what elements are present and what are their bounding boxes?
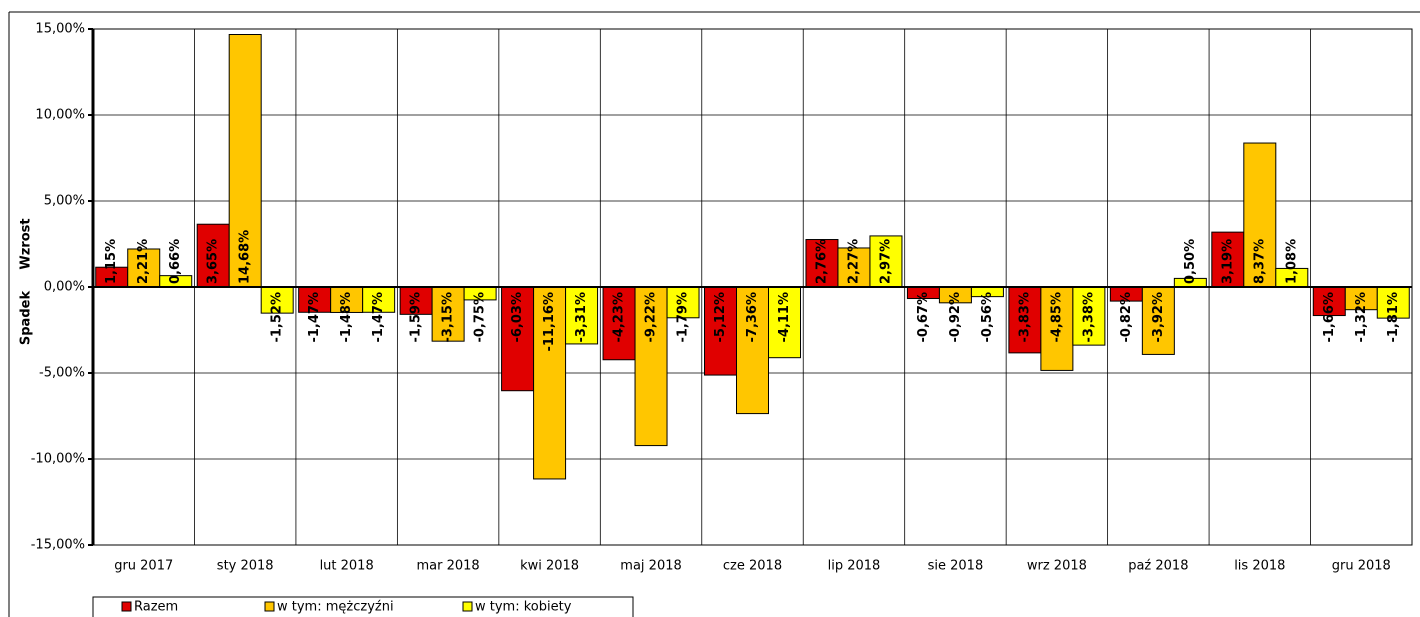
bar [362, 286, 396, 313]
value-label: -3,31% [574, 292, 589, 343]
x-tick-label: maj 2018 [620, 559, 681, 574]
value-label: -0,67% [916, 292, 931, 343]
value-label: -1,32% [1354, 292, 1369, 343]
y-tick-label: 0,00% [44, 280, 85, 295]
bar [634, 286, 668, 447]
value-label: 3,19% [1220, 239, 1235, 284]
value-label: 14,68% [238, 230, 253, 284]
value-label: -4,11% [777, 292, 792, 343]
bar [1312, 286, 1346, 317]
value-label: -6,03% [510, 292, 525, 343]
bar [330, 286, 364, 313]
x-tick-label: gru 2017 [114, 559, 173, 574]
x-tick-label: lip 2018 [828, 559, 881, 574]
x-tick-label: sty 2018 [217, 559, 274, 574]
bar [736, 286, 769, 415]
y-tick-label: 10,00% [35, 108, 85, 123]
x-tick-label: lis 2018 [1234, 559, 1285, 574]
value-label: -0,75% [473, 292, 488, 343]
value-label: 0,66% [168, 239, 183, 284]
x-tick-label: wrz 2018 [1027, 559, 1087, 574]
legend-swatch [121, 601, 132, 612]
value-label: -7,36% [745, 292, 760, 343]
legend-label: Razem [134, 600, 178, 615]
value-label: 1,15% [104, 239, 119, 284]
value-label: -5,12% [713, 292, 728, 343]
x-tick-label: sie 2018 [928, 559, 984, 574]
value-label: -9,22% [644, 292, 659, 343]
legend-label: w tym: kobiety [475, 600, 572, 615]
bar [228, 34, 262, 288]
value-label: 0,50% [1183, 239, 1198, 284]
bar [837, 247, 871, 288]
x-tick-label: kwi 2018 [520, 559, 579, 574]
value-label: 1,08% [1284, 239, 1299, 284]
value-label: -3,92% [1151, 292, 1166, 343]
x-tick-label: cze 2018 [723, 559, 782, 574]
value-label: -4,23% [612, 292, 627, 343]
legend-swatch [462, 601, 473, 612]
value-label: -4,85% [1049, 292, 1064, 343]
value-label: -0,56% [980, 292, 995, 343]
bar [1211, 231, 1245, 288]
value-label: 8,37% [1252, 239, 1267, 284]
bar [533, 286, 567, 480]
bar [768, 286, 801, 359]
value-label: -11,16% [542, 292, 557, 352]
value-label: -0,92% [948, 292, 963, 343]
y-tick-label: 5,00% [44, 194, 85, 209]
y-label-down: Spadek [19, 291, 34, 346]
value-label: 2,76% [814, 239, 829, 284]
y-tick-label: -5,00% [39, 366, 85, 381]
value-label: -1,81% [1386, 292, 1401, 343]
bar [1141, 286, 1175, 355]
y-label-up: Wzrost [19, 218, 34, 269]
bar [1072, 286, 1106, 346]
bar [805, 239, 839, 288]
bar [565, 286, 599, 345]
x-tick-label: mar 2018 [417, 559, 480, 574]
bar [431, 286, 465, 342]
value-label: -3,15% [441, 292, 456, 343]
y-tick-label: 15,00% [35, 22, 85, 37]
value-label: -3,83% [1017, 292, 1032, 343]
value-label: -1,52% [270, 292, 285, 343]
legend-swatch [264, 601, 275, 612]
value-label: -1,59% [409, 292, 424, 343]
bar [869, 235, 903, 288]
x-tick-label: lut 2018 [320, 559, 374, 574]
value-label: -0,82% [1119, 292, 1134, 343]
value-label: 2,97% [878, 239, 893, 284]
value-label: -1,66% [1322, 292, 1337, 343]
value-label: -1,79% [676, 292, 691, 343]
value-label: -1,48% [339, 292, 354, 343]
x-tick-label: paź 2018 [1128, 559, 1188, 574]
value-label: -1,47% [371, 292, 386, 343]
value-label: -3,38% [1081, 292, 1096, 343]
legend-label: w tym: mężczyźni [277, 600, 394, 615]
value-label: 2,21% [136, 239, 151, 284]
y-tick-label: -15,00% [31, 538, 85, 553]
value-label: 3,65% [206, 239, 221, 284]
bar [1040, 286, 1074, 371]
x-tick-label: gru 2018 [1332, 559, 1391, 574]
bar [127, 248, 161, 288]
value-label: 2,27% [846, 239, 861, 284]
value-label: -1,47% [307, 292, 322, 343]
legend-box [92, 596, 634, 617]
bar [260, 286, 294, 314]
y-tick-label: -10,00% [31, 452, 85, 467]
bar [501, 286, 535, 392]
bar [1243, 142, 1277, 288]
